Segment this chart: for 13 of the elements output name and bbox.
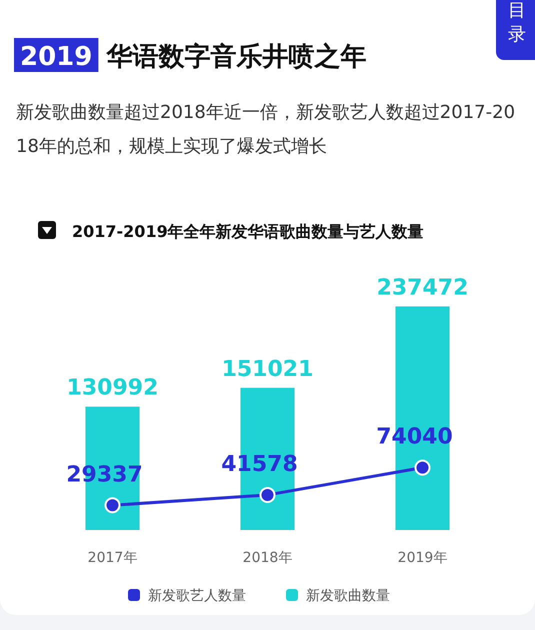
legend-label: 新发歌曲数量 — [306, 588, 390, 604]
x-tick-label: 2019年 — [398, 550, 448, 566]
data-label: 237472 — [376, 275, 468, 300]
legend-label: 新发歌艺人数量 — [148, 588, 246, 604]
legend: 新发歌艺人数量 新发歌曲数量 — [128, 588, 390, 604]
data-label: 151021 — [222, 356, 314, 382]
chart-title: 2019 华语数字音乐井喷之年 — [20, 42, 366, 72]
text: 2017-2019年全年新发华语歌曲数量与艺人数量 — [72, 222, 424, 241]
x-tick-label: 2017年 — [88, 550, 138, 566]
x-tick-label: 2018年 — [242, 550, 292, 566]
chart-subtitle: 新发歌曲数量超过2018年近一倍，新发歌艺人数超过2017-2018年的总和，规模上实现了爆发式增长 — [16, 102, 516, 157]
text: 目录 — [508, 0, 526, 45]
data-label: 130992 — [66, 376, 158, 401]
